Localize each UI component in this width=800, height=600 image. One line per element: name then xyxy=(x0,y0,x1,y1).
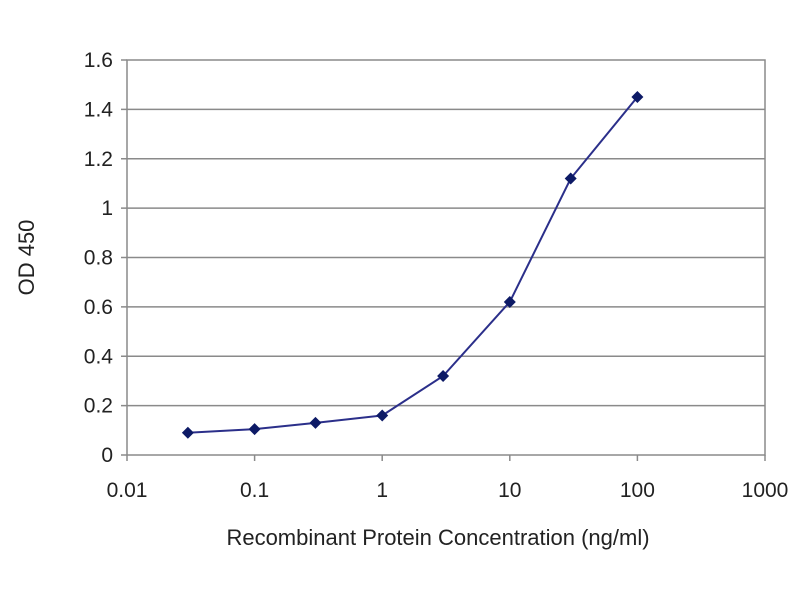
y-tick-label: 1.4 xyxy=(84,98,114,121)
y-axis-title: OD 450 xyxy=(14,220,39,296)
series-line xyxy=(187,96,639,434)
data-point xyxy=(181,426,194,439)
y-tick-label: 0 xyxy=(101,444,113,467)
data-point xyxy=(376,409,389,422)
x-tick-label: 100 xyxy=(620,479,655,502)
data-point xyxy=(564,172,577,185)
x-tick-label: 0.01 xyxy=(107,479,148,502)
data-point xyxy=(248,423,261,436)
y-tick-label: 1.6 xyxy=(84,49,113,72)
data-point xyxy=(503,295,516,308)
data-point xyxy=(631,91,644,104)
gridlines xyxy=(127,108,765,407)
x-axis-title: Recombinant Protein Concentration (ng/ml… xyxy=(226,525,649,550)
y-tick-label: 1 xyxy=(101,197,113,220)
y-tick-label: 0.8 xyxy=(84,247,113,270)
x-tick-label: 0.1 xyxy=(240,479,269,502)
x-axis: 0.01 0.1 1 10 100 1000 xyxy=(107,455,789,502)
series xyxy=(181,91,644,439)
x-tick-label: 1 xyxy=(376,479,388,502)
y-tick-label: 1.2 xyxy=(84,148,113,171)
data-point xyxy=(437,370,450,382)
y-tick-label: 0.4 xyxy=(84,345,114,368)
y-tick-label: 0.2 xyxy=(84,395,113,418)
x-tick-label: 10 xyxy=(498,479,521,502)
y-tick-label: 0.6 xyxy=(84,296,113,319)
x-tick-label: 1000 xyxy=(742,479,789,502)
data-point xyxy=(309,416,322,429)
y-axis: 0 0.2 0.4 0.6 0.8 1 1.2 1.4 1.6 xyxy=(84,49,127,467)
